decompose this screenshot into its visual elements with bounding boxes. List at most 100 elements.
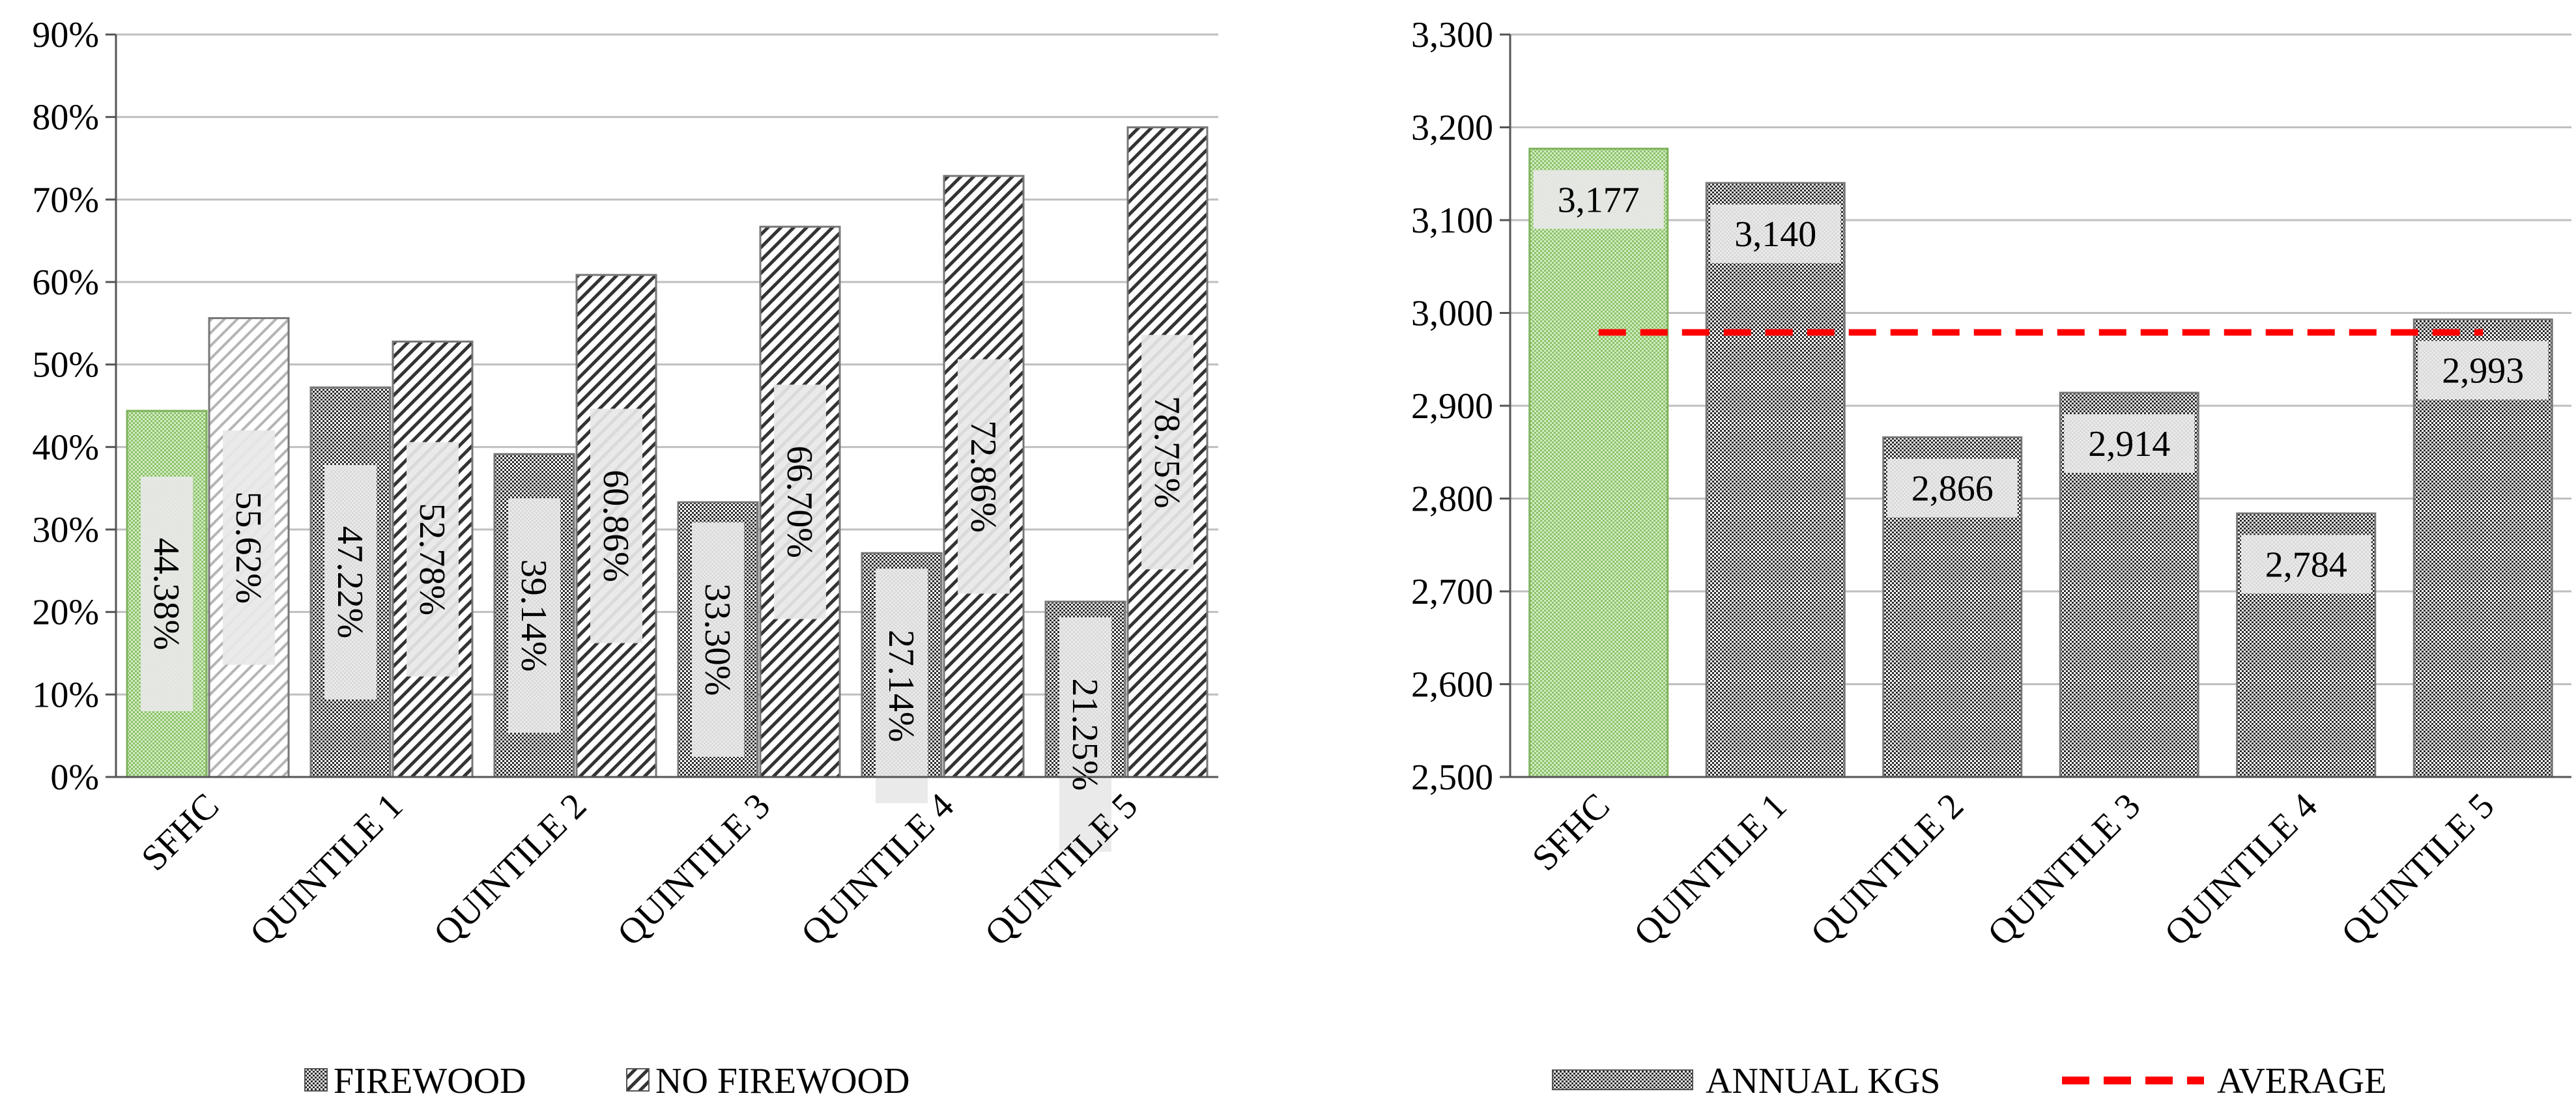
data-label-no-firewood-quintile-2-text: 60.86% bbox=[595, 470, 636, 582]
data-label-annual-kgs-quintile-1-bg bbox=[1710, 205, 1841, 263]
legend-item-firewood[interactable]: FIREWOOD bbox=[304, 1061, 526, 1101]
data-label-firewood-quintile-1-bg bbox=[324, 464, 377, 699]
data-label-annual-kgs-quintile-3-bg bbox=[2064, 414, 2195, 473]
legend-label-firewood: FIREWOOD bbox=[334, 1061, 526, 1101]
data-label-firewood-quintile-4-bg bbox=[876, 569, 928, 804]
right-x-tick-label-sfhc: SFHC bbox=[1524, 785, 1618, 879]
data-label-no-firewood-sfhc: 55.62% bbox=[223, 430, 275, 665]
right-y-tick-label: 2,800 bbox=[1411, 479, 1493, 520]
right-y-tick-label: 3,300 bbox=[1411, 15, 1493, 55]
data-label-firewood-quintile-4-text: 27.14% bbox=[881, 630, 921, 742]
left-bars: 44.38% 55.62% 47.22% 52.78% 39.14% 60.86% 33.3… bbox=[126, 126, 1209, 852]
bar-annual-kgs-sfhc[interactable] bbox=[1528, 147, 1669, 778]
legend-item-no-firewood[interactable]: NO FIREWOOD bbox=[626, 1061, 909, 1101]
data-label-annual-kgs-quintile-2: 2,866 bbox=[1887, 459, 2018, 518]
data-label-firewood-quintile-5: 21.25% bbox=[1059, 617, 1111, 852]
right-y-tick-label: 2,500 bbox=[1411, 757, 1493, 798]
left-y-axis: 0% 10% 20% 30% 40% 50% 60% 70% 80% 90% bbox=[32, 15, 116, 798]
data-label-annual-kgs-quintile-4-bg bbox=[2240, 535, 2371, 594]
left-x-axis: SFHC QUINTILE 1 QUINTILE 2 QUINTILE 3 QUINTI… bbox=[134, 785, 1145, 953]
right-y-tick-label: 2,700 bbox=[1411, 572, 1493, 612]
annual-kgs-chart: 2,500 2,600 2,700 2,800 2,900 3,000 3,100 3,200… bbox=[1411, 15, 2571, 1101]
right-y-tick-label: 2,900 bbox=[1411, 386, 1493, 427]
legend-swatch-annual-kgs bbox=[1552, 1069, 1693, 1090]
data-label-firewood-quintile-2: 39.14% bbox=[508, 498, 560, 733]
data-label-annual-kgs-quintile-5: 2,993 bbox=[2418, 341, 2549, 400]
data-label-no-firewood-quintile-3-bg bbox=[774, 384, 826, 619]
data-label-annual-kgs-quintile-4: 2,784 bbox=[2240, 535, 2371, 594]
data-label-annual-kgs-sfhc-text: 3,177 bbox=[1558, 180, 1640, 220]
left-y-tick-label: 70% bbox=[32, 180, 99, 220]
data-label-annual-kgs-quintile-1: 3,140 bbox=[1710, 205, 1841, 263]
right-y-tick-label: 3,100 bbox=[1411, 201, 1493, 241]
data-label-no-firewood-quintile-1: 52.78% bbox=[407, 442, 459, 677]
left-y-tick-label: 80% bbox=[32, 98, 99, 138]
left-x-tick-label-quintile-4: QUINTILE 4 bbox=[794, 785, 962, 953]
data-label-annual-kgs-quintile-2-text: 2,866 bbox=[1911, 468, 1994, 509]
data-label-annual-kgs-quintile-2-bg bbox=[1887, 459, 2018, 518]
data-label-firewood-sfhc: 44.38% bbox=[141, 476, 193, 711]
bar-annual-kgs-quintile-1[interactable] bbox=[1705, 182, 1846, 778]
data-label-annual-kgs-quintile-3: 2,914 bbox=[2064, 414, 2195, 473]
left-x-tick-label-sfhc: SFHC bbox=[134, 785, 227, 879]
data-label-no-firewood-quintile-2: 60.86% bbox=[590, 408, 642, 643]
data-label-no-firewood-quintile-1-text: 52.78% bbox=[412, 503, 452, 615]
data-label-annual-kgs-quintile-4-text: 2,784 bbox=[2265, 544, 2347, 585]
left-y-tick-label: 30% bbox=[32, 510, 99, 550]
right-x-tick-label-quintile-4: QUINTILE 4 bbox=[2157, 785, 2325, 953]
data-label-annual-kgs-quintile-5-text: 2,993 bbox=[2442, 350, 2524, 391]
legend-label-annual-kgs: ANNUAL KGS bbox=[1706, 1061, 1940, 1101]
legend-item-annual-kgs[interactable]: ANNUAL KGS bbox=[1552, 1061, 1940, 1101]
right-x-tick-label-quintile-5: QUINTILE 5 bbox=[2334, 785, 2502, 953]
data-label-firewood-quintile-5-text: 21.25% bbox=[1065, 679, 1105, 791]
data-label-no-firewood-quintile-4-text: 72.86% bbox=[963, 420, 1003, 533]
data-label-no-firewood-quintile-5: 78.75% bbox=[1141, 335, 1194, 570]
left-y-tick-label: 20% bbox=[32, 593, 99, 633]
right-x-tick-label-quintile-3: QUINTILE 3 bbox=[1980, 785, 2148, 953]
data-label-firewood-quintile-1: 47.22% bbox=[324, 464, 377, 699]
data-label-firewood-sfhc-text: 44.38% bbox=[146, 538, 186, 651]
right-bars: 3,177 3,140 2,866 2,914 2,784 2,993 bbox=[1528, 147, 2553, 778]
data-label-firewood-sfhc-bg bbox=[141, 476, 193, 711]
firewood-share-chart: 0% 10% 20% 30% 40% 50% 60% 70% 80% 90% 44.38% 55.6… bbox=[32, 15, 1218, 1101]
left-axes bbox=[115, 35, 1218, 778]
left-gridlines bbox=[116, 33, 1218, 696]
legend-label-no-firewood: NO FIREWOOD bbox=[655, 1061, 909, 1101]
data-label-firewood-quintile-4: 27.14% bbox=[876, 569, 928, 804]
data-label-no-firewood-quintile-1-bg bbox=[407, 442, 459, 677]
legend-label-average: AVERAGE bbox=[2217, 1061, 2386, 1101]
left-legend: FIREWOOD NO FIREWOOD bbox=[304, 1061, 909, 1101]
data-label-no-firewood-quintile-3-text: 66.70% bbox=[779, 445, 820, 558]
data-label-firewood-quintile-3-bg bbox=[692, 522, 744, 757]
data-label-firewood-quintile-2-bg bbox=[508, 498, 560, 733]
data-label-no-firewood-quintile-2-bg bbox=[590, 408, 642, 643]
data-label-annual-kgs-quintile-1-text: 3,140 bbox=[1734, 214, 1816, 255]
data-label-annual-kgs-sfhc: 3,177 bbox=[1533, 170, 1664, 229]
left-y-tick-label: 90% bbox=[32, 15, 99, 55]
data-label-no-firewood-quintile-5-text: 78.75% bbox=[1147, 396, 1187, 509]
data-label-firewood-quintile-3: 33.30% bbox=[692, 522, 744, 757]
data-label-annual-kgs-sfhc-bg bbox=[1533, 170, 1664, 229]
data-label-no-firewood-quintile-5-bg bbox=[1141, 335, 1194, 570]
data-label-firewood-quintile-5-bg bbox=[1059, 617, 1111, 852]
data-label-no-firewood-quintile-4: 72.86% bbox=[958, 359, 1010, 594]
right-x-tick-label-quintile-2: QUINTILE 2 bbox=[1803, 785, 1971, 953]
left-y-tick-label: 10% bbox=[32, 675, 99, 715]
left-y-tick-label: 40% bbox=[32, 427, 99, 468]
data-label-firewood-quintile-2-text: 39.14% bbox=[513, 559, 554, 672]
right-x-tick-label-quintile-1: QUINTILE 1 bbox=[1626, 785, 1794, 953]
left-x-tick-label-quintile-3: QUINTILE 3 bbox=[610, 785, 778, 953]
left-y-tick-label: 0% bbox=[50, 757, 99, 798]
right-y-tick-label: 3,000 bbox=[1411, 294, 1493, 334]
left-y-tick-label: 60% bbox=[32, 262, 99, 303]
legend-swatch-firewood bbox=[304, 1068, 328, 1092]
right-legend: ANNUAL KGS AVERAGE bbox=[1552, 1061, 2386, 1101]
right-y-tick-label: 3,200 bbox=[1411, 108, 1493, 148]
right-axes bbox=[1509, 35, 2571, 778]
legend-item-average[interactable]: AVERAGE bbox=[2062, 1061, 2386, 1101]
data-label-annual-kgs-quintile-5-bg bbox=[2418, 341, 2549, 400]
bar-no-firewood-quintile-1[interactable] bbox=[392, 340, 474, 778]
data-label-no-firewood-quintile-4-bg bbox=[958, 359, 1010, 594]
left-y-tick-label: 50% bbox=[32, 345, 99, 386]
